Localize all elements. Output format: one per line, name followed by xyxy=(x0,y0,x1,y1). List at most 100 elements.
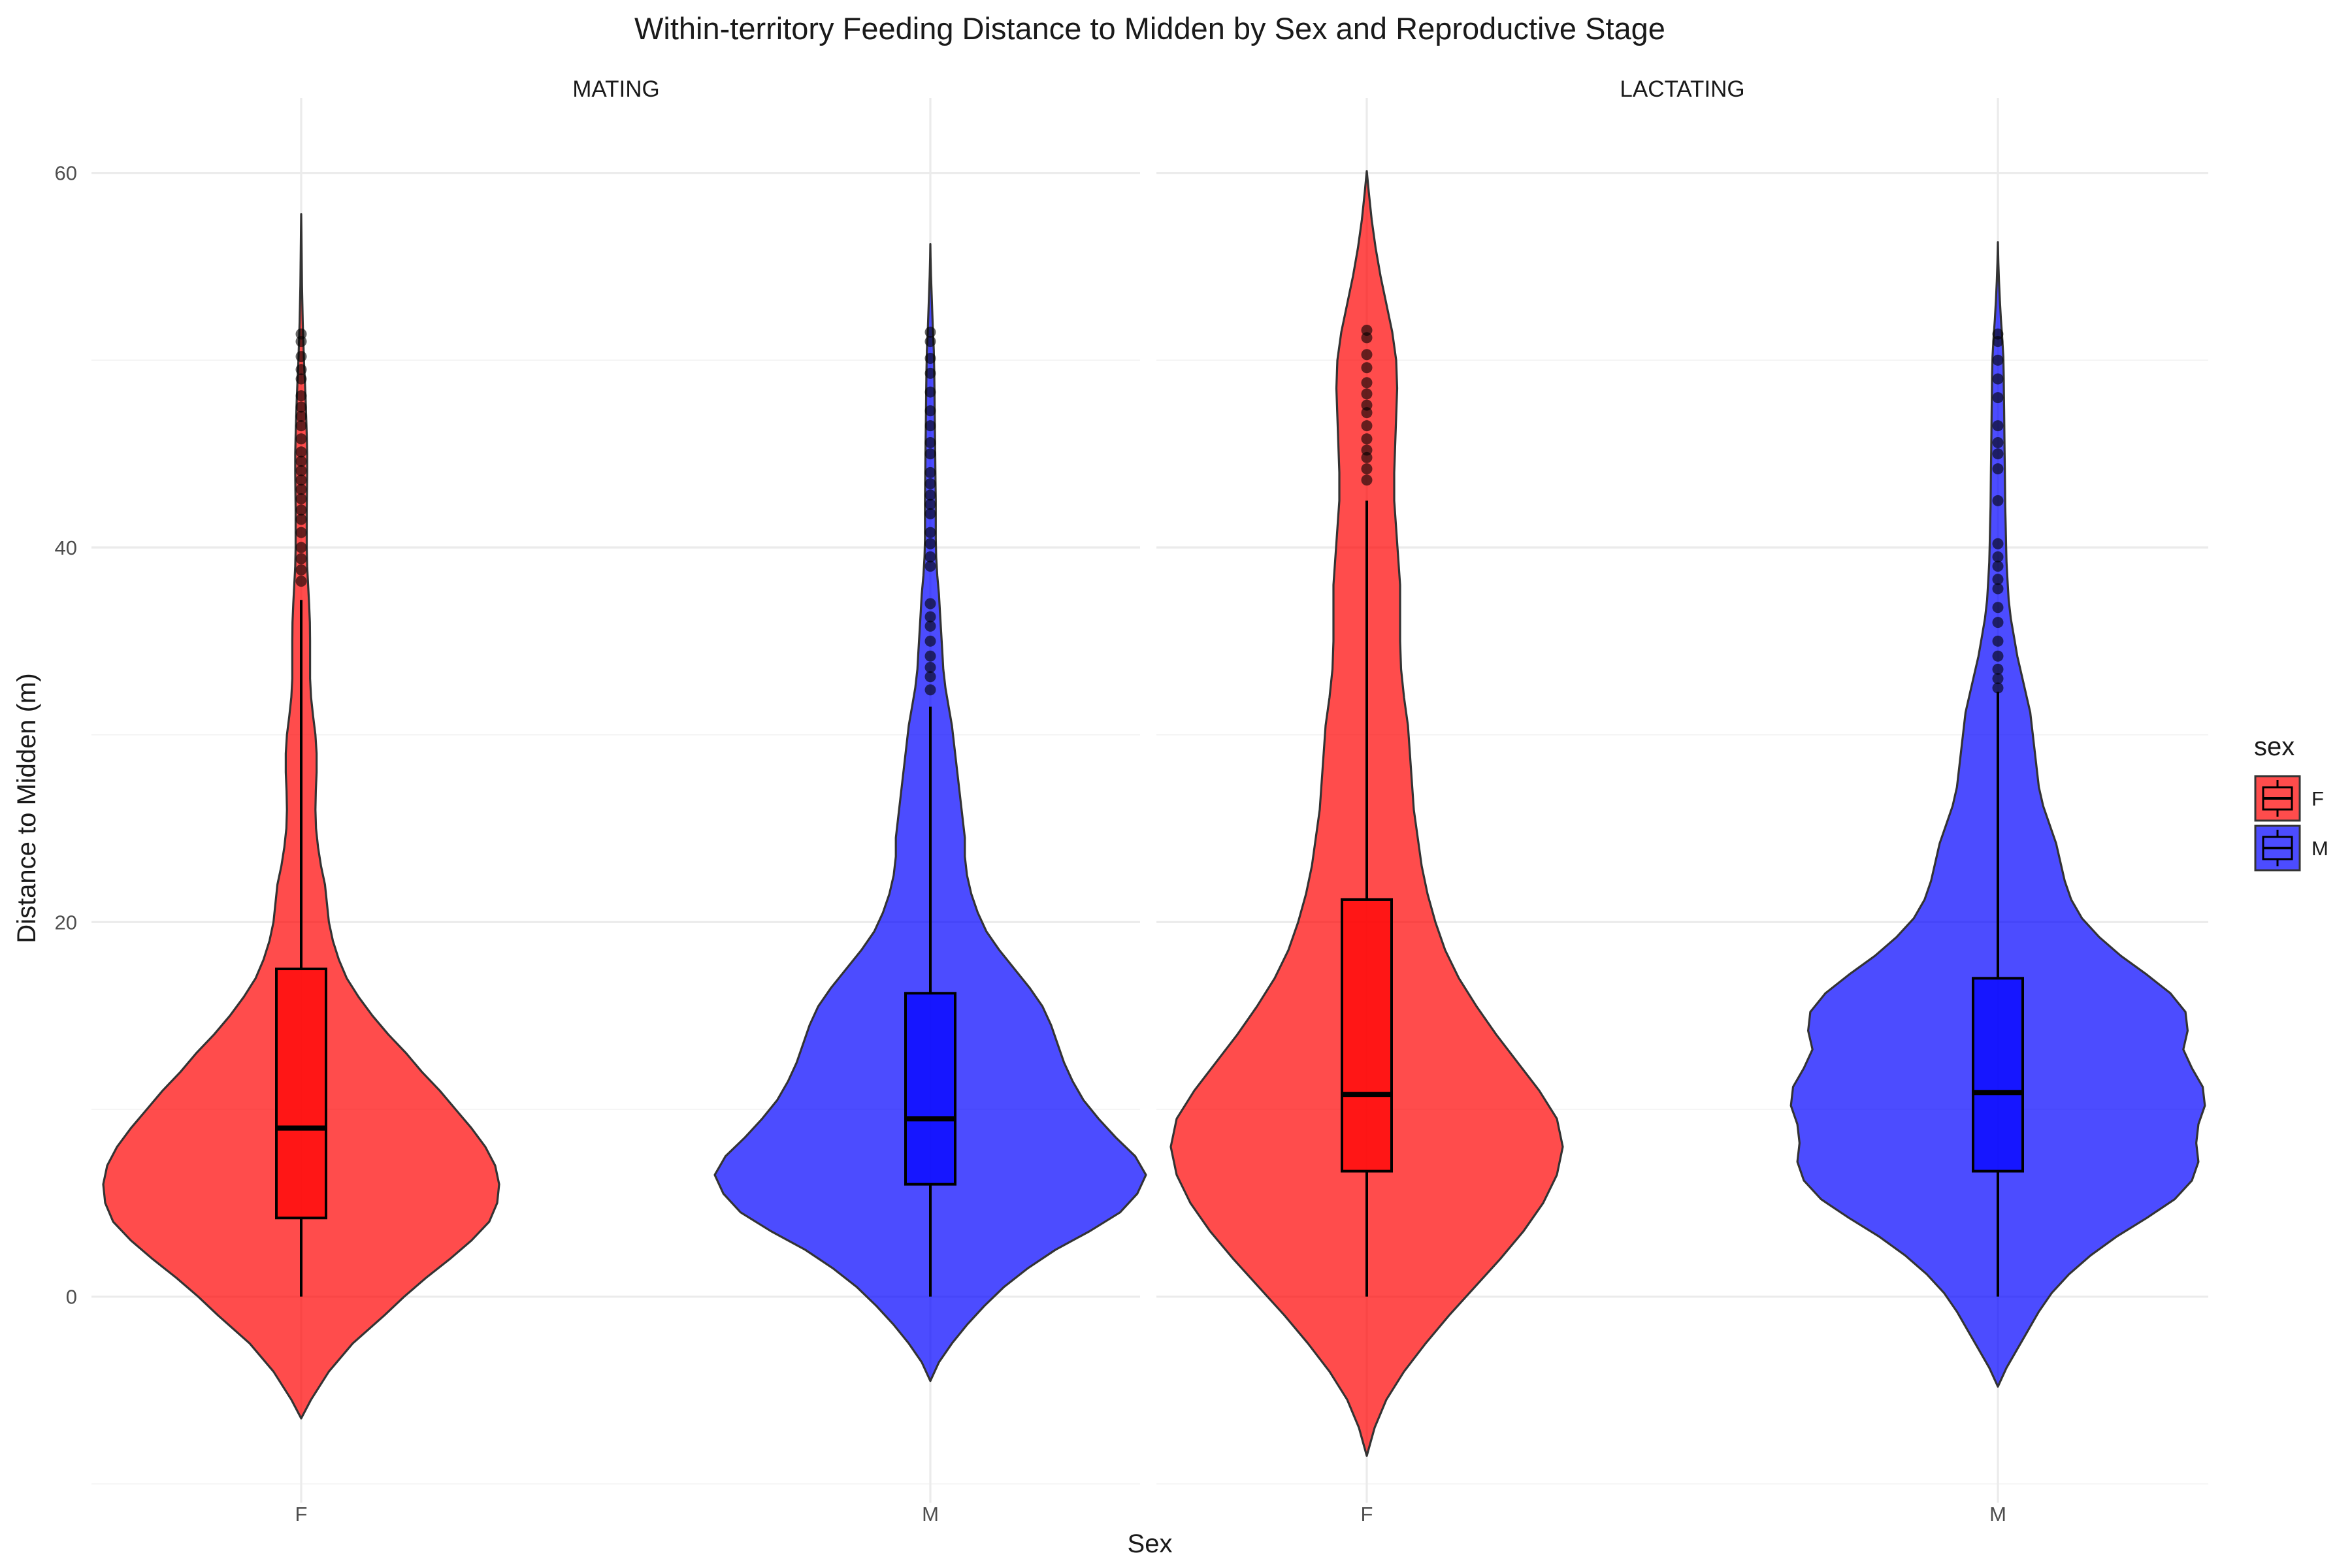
outlier-point xyxy=(924,538,936,549)
outlier-point xyxy=(1992,328,2004,340)
outlier-point xyxy=(1992,463,2004,475)
outlier-point xyxy=(924,352,936,364)
outlier-point xyxy=(1992,551,2004,563)
box-f xyxy=(275,968,327,1220)
legend-key-f: F xyxy=(2254,775,2324,822)
legend-key-m: M xyxy=(2254,825,2328,872)
outlier-point xyxy=(1361,474,1373,486)
outlier-point xyxy=(1361,433,1373,445)
y-axis-ticks: 0 20 40 60 xyxy=(55,162,77,1309)
outlier-point xyxy=(295,474,307,486)
outlier-point xyxy=(1992,574,2004,585)
outlier-point xyxy=(924,561,936,572)
outlier-point xyxy=(924,598,936,610)
y-tick-label: 40 xyxy=(55,536,77,559)
panel-label-mating: MATING xyxy=(572,76,660,102)
outlier-point xyxy=(1992,663,2004,675)
outlier-point xyxy=(295,553,307,564)
outlier-point xyxy=(924,650,936,662)
y-tick-label: 20 xyxy=(55,911,77,934)
outlier-point xyxy=(295,351,307,363)
outlier-point xyxy=(295,576,307,587)
outlier-point xyxy=(295,455,307,467)
panel-mating xyxy=(91,98,1147,1503)
outlier-point xyxy=(924,420,936,432)
outlier-point xyxy=(295,364,307,376)
x-tick-label: M xyxy=(922,1503,939,1526)
panel-label-lactating: LACTATING xyxy=(1620,76,1744,102)
outlier-point xyxy=(1361,324,1373,336)
outlier-point xyxy=(1361,349,1373,361)
outlier-point xyxy=(924,508,936,519)
outlier-point xyxy=(924,436,936,448)
violin-group-f xyxy=(1169,170,1564,1457)
outlier-point xyxy=(295,433,307,445)
box-m xyxy=(1972,977,2024,1173)
violin-group-m xyxy=(713,243,1147,1382)
outlier-point xyxy=(295,410,307,422)
outlier-point xyxy=(1992,448,2004,460)
outlier-point xyxy=(295,446,307,458)
y-axis-title: Distance to Midden (m) xyxy=(12,673,41,943)
outlier-point xyxy=(295,504,307,516)
outlier-point xyxy=(1992,617,2004,629)
y-tick-label: 0 xyxy=(66,1286,77,1309)
outlier-point xyxy=(295,542,307,553)
outlier-point xyxy=(924,489,936,501)
outlier-point xyxy=(295,328,307,340)
violin-group-m xyxy=(1789,241,2206,1388)
outlier-point xyxy=(1361,420,1373,432)
outlier-point xyxy=(1992,561,2004,572)
outlier-point xyxy=(1992,650,2004,662)
outlier-point xyxy=(924,635,936,647)
box-f xyxy=(1341,898,1393,1173)
outlier-point xyxy=(924,466,936,478)
outlier-point xyxy=(295,390,307,402)
outlier-point xyxy=(1992,538,2004,549)
outlier-point xyxy=(924,684,936,696)
outlier-point xyxy=(1361,377,1373,389)
outlier-point xyxy=(295,527,307,538)
chart-title: Within-territory Feeding Distance to Mid… xyxy=(634,11,1665,46)
box-m xyxy=(904,992,956,1186)
outlier-point xyxy=(295,465,307,476)
outlier-point xyxy=(1992,436,2004,448)
outlier-point xyxy=(1992,495,2004,506)
legend-title: sex xyxy=(2254,732,2295,761)
x-tick-label: M xyxy=(1989,1503,2006,1526)
outlier-point xyxy=(295,483,307,495)
outlier-point xyxy=(295,514,307,525)
outlier-point xyxy=(1361,463,1373,475)
outlier-point xyxy=(924,527,936,538)
outlier-point xyxy=(1992,392,2004,404)
outlier-point xyxy=(1992,673,2004,685)
x-tick-label: F xyxy=(1361,1503,1373,1526)
plot-panels xyxy=(91,98,2208,1503)
x-tick-label: F xyxy=(295,1503,308,1526)
outlier-point xyxy=(924,448,936,460)
panel-lactating xyxy=(1156,98,2208,1503)
outlier-point xyxy=(295,420,307,432)
outlier-point xyxy=(1992,602,2004,613)
outlier-point xyxy=(1361,362,1373,374)
outlier-point xyxy=(1361,444,1373,456)
outlier-point xyxy=(924,661,936,673)
outlier-point xyxy=(295,373,307,385)
outlier-point xyxy=(295,493,307,504)
outlier-point xyxy=(924,671,936,683)
outlier-point xyxy=(924,498,936,510)
outlier-point xyxy=(1992,420,2004,432)
outlier-point xyxy=(295,401,307,413)
outlier-point xyxy=(924,478,936,490)
outlier-point xyxy=(295,564,307,576)
outlier-point xyxy=(1361,399,1373,411)
violin-group-f xyxy=(102,213,500,1420)
outlier-point xyxy=(924,405,936,417)
outlier-point xyxy=(924,367,936,379)
outlier-point xyxy=(924,386,936,398)
outlier-point xyxy=(1992,583,2004,595)
outlier-point xyxy=(1992,354,2004,366)
outlier-point xyxy=(1992,635,2004,647)
